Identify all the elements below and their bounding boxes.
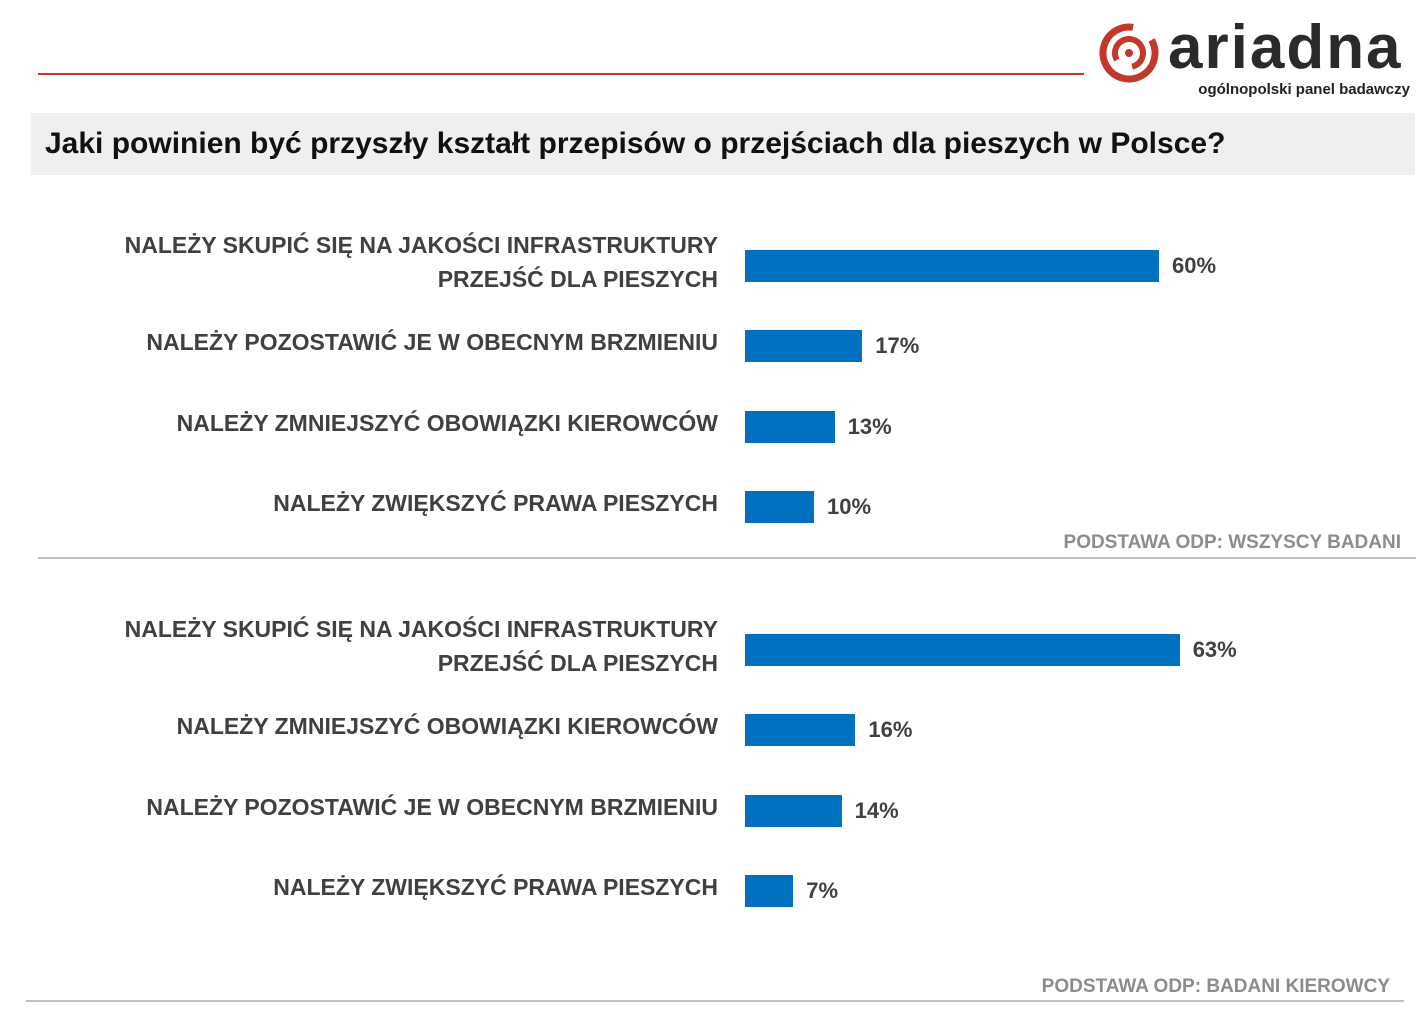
footer-divider [26, 1000, 1404, 1002]
data-label: 13% [847, 414, 892, 439]
data-label: 14% [854, 798, 899, 823]
category-label: NALEŻY POZOSTAWIĆ JE W OBECNYM BRZMIENIU [146, 329, 718, 355]
category-label: NALEŻY POZOSTAWIĆ JE W OBECNYM BRZMIENIU [146, 794, 718, 820]
ariadna-logo-icon [1099, 23, 1159, 83]
base-note-drivers: PODSTAWA ODP: BADANI KIEROWCY [1041, 976, 1390, 997]
bar [745, 634, 1180, 666]
bar [745, 714, 856, 746]
bar [745, 411, 835, 443]
question-banner: Jaki powinien być przyszły kształt przep… [31, 113, 1415, 175]
category-label: NALEŻY ZMNIEJSZYĆ OBOWIĄZKI KIEROWCÓW [176, 410, 718, 436]
ariadna-logo: ariadna ogólnopolski panel badawczy [1098, 13, 1416, 102]
data-label: 63% [1192, 637, 1237, 662]
bar [745, 250, 1159, 282]
base-note-all-respondents: PODSTAWA ODP: WSZYSCY BADANI [1063, 532, 1401, 553]
data-label: 16% [868, 717, 913, 742]
bar [745, 795, 842, 827]
bar [745, 491, 814, 523]
category-label: NALEŻY ZWIĘKSZYĆ PRAWA PIESZYCH [273, 874, 718, 900]
data-label: 7% [806, 878, 839, 903]
header-rule [38, 73, 1084, 75]
question-title: Jaki powinien być przyszły kształt przep… [45, 127, 1226, 160]
data-label: 60% [1172, 253, 1217, 278]
bar [745, 875, 794, 907]
logo-wordmark: ariadna [1168, 13, 1403, 82]
bar [745, 330, 863, 362]
data-label: 10% [827, 494, 872, 519]
category-label: NALEŻY SKUPIĆ SIĘ NA JAKOŚCI INFRASTRUKT… [124, 616, 718, 676]
data-label: 17% [875, 333, 920, 358]
category-label: NALEŻY ZWIĘKSZYĆ PRAWA PIESZYCH [273, 490, 718, 516]
category-label: NALEŻY SKUPIĆ SIĘ NA JAKOŚCI INFRASTRUKT… [124, 232, 718, 292]
category-label: NALEŻY ZMNIEJSZYĆ OBOWIĄZKI KIEROWCÓW [176, 713, 718, 739]
logo-tagline: ogólnopolski panel badawczy [1198, 81, 1410, 98]
section-divider [38, 557, 1416, 559]
